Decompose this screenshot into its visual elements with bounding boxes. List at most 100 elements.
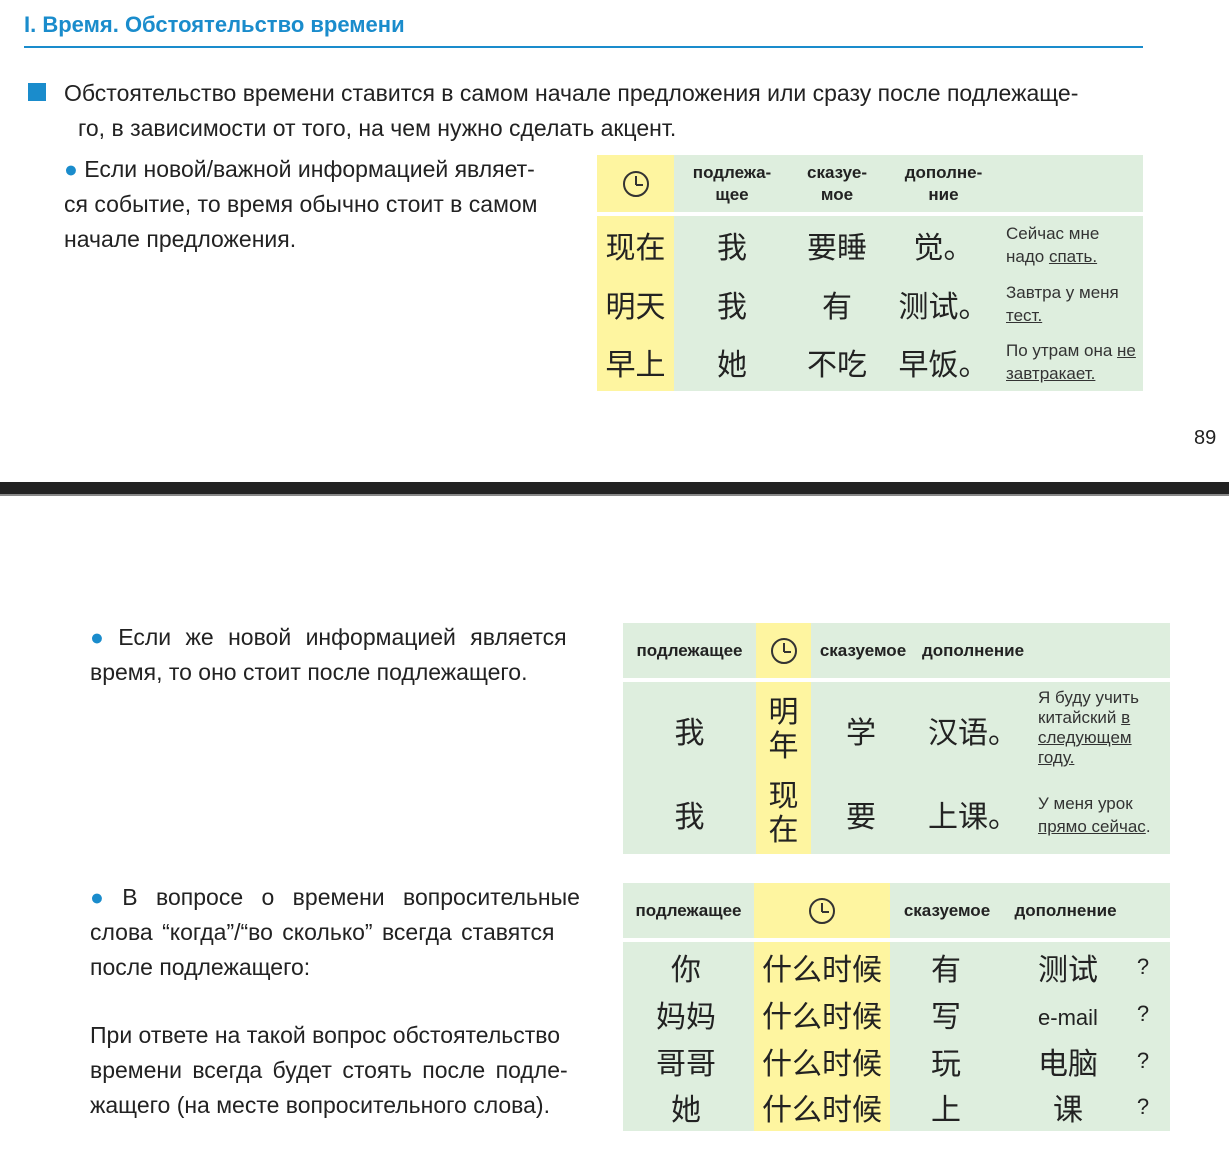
time-cell: 明天 [605, 290, 666, 325]
header-bg [623, 623, 756, 678]
header-object: дополнение [1014, 900, 1117, 920]
header-predicate: сказуе- мое [807, 162, 867, 204]
time-column [597, 216, 674, 391]
time-column [756, 682, 811, 854]
body-background [811, 682, 1170, 854]
object-cell: 课 [1053, 1093, 1083, 1128]
paragraph-line: после подлежащего: [90, 954, 311, 980]
subject-cell: 你 [671, 953, 701, 988]
time-cell: 早上 [605, 348, 666, 383]
page-number: 89 [1194, 427, 1217, 449]
header-object: дополне- ние [904, 162, 983, 204]
object-cell: 测试。 [898, 290, 989, 325]
time-header [597, 155, 674, 212]
header-row [674, 155, 1143, 212]
bullet-icon: ● [90, 884, 104, 910]
translation-note: Завтра у меня тест. [1006, 283, 1119, 325]
intro-paragraph: Обстоятельство времени ставится в самом … [64, 76, 1144, 146]
subject-cell: 她 [717, 348, 747, 383]
translation-note: По утрам она не завтракает. [1006, 341, 1136, 383]
header-predicate: сказуемое [819, 640, 907, 660]
paragraph-line: ● Если новой/важной информацией являет- [64, 156, 535, 182]
header-bg [890, 883, 1170, 938]
predicate-cell: 有 [822, 290, 852, 325]
time-cell: 现在 [605, 231, 666, 266]
subject-cell: 我 [717, 290, 747, 325]
question-mark: ? [1136, 1001, 1150, 1026]
paragraph-line: жащего (на месте вопросительного слова). [90, 1092, 550, 1118]
header-subject: подлежащее [635, 900, 742, 920]
paragraph-line: начале предложения. [64, 226, 297, 252]
page-divider [0, 482, 1229, 494]
paragraph-line: слова “когда”/“во сколько” всегда ставят… [90, 919, 555, 945]
subject-cell: 我 [717, 231, 747, 266]
header-bg [811, 623, 1170, 678]
table-time-after-subject: подлежащее сказуемое дополнение 我 明 年 学 … [623, 623, 1170, 854]
body-background [623, 682, 756, 854]
paragraph-line: При ответе на такой вопрос обстоятельств… [90, 1022, 561, 1048]
paragraph-line: ся событие, то время обычно стоит в само… [64, 191, 538, 217]
time-column [754, 942, 890, 1131]
time-header [756, 623, 811, 678]
time-cell: 现 在 [768, 779, 799, 848]
page-divider-shadow [0, 494, 1229, 496]
question-mark: ? [1136, 1094, 1150, 1119]
predicate-cell: 玩 [931, 1047, 961, 1082]
square-bullet-icon [28, 83, 46, 101]
object-cell: 汉语。 [928, 716, 1018, 751]
question-mark: ? [1136, 1048, 1150, 1073]
translation-note: Я буду учить китайский в следующем году. [1038, 688, 1139, 767]
section-title: I. Время. Обстоятельство времени [24, 12, 405, 37]
clock-icon [622, 170, 649, 197]
predicate-cell: 写 [931, 1000, 961, 1035]
header-subject: подлежа- щее [692, 162, 772, 204]
subject-cell: 我 [674, 716, 705, 751]
predicate-cell: 学 [846, 716, 876, 751]
title-rule [24, 46, 1143, 48]
predicate-cell: 要 [846, 800, 876, 835]
time-cell: 什么时候 [762, 1047, 882, 1082]
body-background [890, 942, 1170, 1131]
intro-line: Обстоятельство времени ставится в самом … [64, 80, 1079, 106]
object-cell: 早饭。 [898, 348, 989, 383]
body-background [674, 216, 1143, 391]
header-subject: подлежащее [636, 640, 743, 660]
body-background [623, 942, 754, 1131]
time-cell: 什么时候 [762, 953, 882, 988]
paragraph-time-first: ● Если новой/важной информацией являет- … [64, 152, 574, 257]
time-header [754, 883, 890, 938]
predicate-cell: 要睡 [807, 231, 867, 266]
predicate-cell: 不吃 [807, 348, 867, 383]
time-cell: 明 年 [768, 695, 799, 764]
clock-icon [770, 637, 797, 664]
question-mark: ? [1136, 954, 1150, 979]
table-time-first: подлежа- щее сказуе- мое дополне- ние 现在… [597, 155, 1143, 391]
bullet-icon: ● [64, 156, 78, 182]
object-cell: 上课。 [928, 800, 1018, 835]
header-object: дополнение [921, 640, 1025, 660]
subject-cell: 我 [674, 800, 705, 835]
paragraph-question: ● В вопросе о времени вопросительные сло… [90, 880, 596, 985]
subject-cell: 哥哥 [656, 1047, 716, 1082]
predicate-cell: 有 [931, 953, 961, 988]
intro-line: го, в зависимости от того, на чем нужно … [78, 115, 677, 141]
object-cell: 测试 [1038, 953, 1098, 988]
predicate-cell: 上 [931, 1093, 961, 1128]
object-cell: e-mail [1038, 1005, 1098, 1030]
header-bg [623, 883, 754, 938]
subject-cell: 她 [671, 1093, 701, 1128]
time-cell: 什么时候 [762, 1000, 882, 1035]
paragraph-line: ● Если же новой информацией является [90, 624, 567, 650]
time-cell: 什么时候 [762, 1093, 882, 1128]
object-cell: 电脑 [1038, 1047, 1098, 1082]
subject-cell: 妈妈 [656, 1000, 716, 1035]
paragraph-time-after-subject: ● Если же новой информацией является вре… [90, 620, 596, 690]
bullet-icon: ● [90, 624, 104, 650]
object-cell: 觉。 [913, 231, 974, 266]
translation-note: Сейчас мне надо спать. [1006, 224, 1100, 266]
header-predicate: сказуемое [903, 900, 991, 920]
paragraph-line: ● В вопросе о времени вопросительные [90, 884, 580, 910]
paragraph-answer: При ответе на такой вопрос обстоятельств… [90, 1018, 596, 1123]
paragraph-line: времени всегда будет стоять после подле- [90, 1057, 568, 1083]
clock-icon [809, 897, 835, 924]
